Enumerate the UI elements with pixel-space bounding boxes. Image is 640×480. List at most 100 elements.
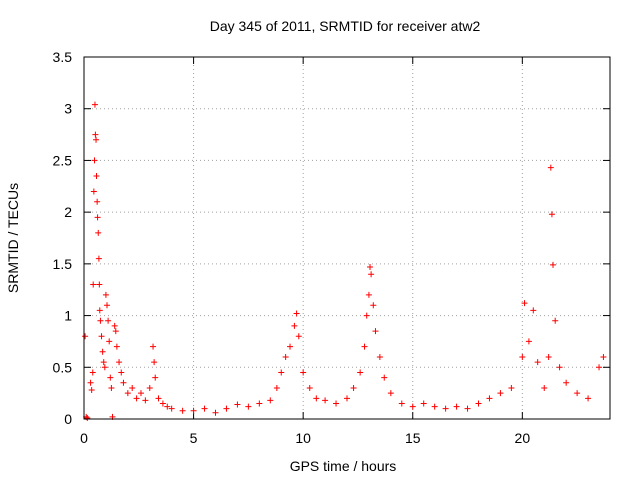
- data-point: [84, 414, 91, 421]
- data-point: [179, 407, 186, 414]
- data-point: [124, 390, 131, 397]
- data-point: [475, 400, 482, 407]
- data-point: [91, 101, 98, 108]
- data-point: [547, 164, 554, 171]
- data-point: [99, 348, 106, 355]
- data-point: [98, 333, 105, 340]
- data-point: [291, 322, 298, 329]
- y-tick-label: 3: [64, 101, 72, 117]
- data-point: [282, 353, 289, 360]
- data-point: [96, 307, 103, 314]
- x-tick-label: 0: [80, 430, 88, 446]
- data-point: [295, 333, 302, 340]
- data-point: [530, 307, 537, 314]
- data-point: [90, 281, 97, 288]
- data-point: [387, 390, 394, 397]
- data-point: [363, 312, 370, 319]
- data-point: [108, 384, 115, 391]
- data-point: [344, 395, 350, 402]
- data-point: [113, 343, 120, 350]
- data-point: [372, 328, 379, 335]
- x-axis-label: GPS time / hours: [290, 458, 397, 474]
- data-point: [95, 255, 102, 262]
- data-point: [212, 409, 219, 416]
- data-point: [146, 384, 153, 391]
- data-point: [333, 400, 340, 407]
- data-point: [278, 369, 285, 376]
- data-points: [82, 101, 607, 421]
- data-point: [120, 379, 127, 386]
- data-point: [453, 403, 460, 410]
- data-point: [300, 369, 307, 376]
- data-point: [376, 353, 383, 360]
- data-point: [550, 261, 557, 268]
- y-tick-label: 0.5: [53, 359, 73, 375]
- data-point: [600, 353, 607, 360]
- data-point: [596, 364, 603, 371]
- chart-title: Day 345 of 2011, SRMTID for receiver atw…: [210, 18, 481, 34]
- data-point: [293, 310, 300, 317]
- y-tick-label: 2: [64, 204, 72, 220]
- data-point: [534, 359, 541, 366]
- data-point: [420, 400, 427, 407]
- data-point: [111, 322, 118, 329]
- data-point: [313, 395, 320, 402]
- data-point: [497, 390, 504, 397]
- data-point: [142, 397, 149, 404]
- data-point: [273, 384, 280, 391]
- data-point: [90, 188, 97, 195]
- data-point: [94, 198, 101, 205]
- data-point: [159, 400, 166, 407]
- data-point: [168, 405, 175, 412]
- data-point: [190, 407, 197, 414]
- data-point: [368, 271, 375, 278]
- x-tick-label: 5: [190, 430, 198, 446]
- data-point: [519, 353, 526, 360]
- data-point: [97, 317, 104, 324]
- y-tick-label: 3.5: [53, 49, 73, 65]
- y-tick-label: 0: [64, 411, 72, 427]
- data-point: [563, 379, 570, 386]
- data-point: [361, 343, 368, 350]
- data-point: [350, 384, 357, 391]
- data-point: [367, 263, 374, 270]
- y-tick-label: 2.5: [53, 152, 73, 168]
- data-point: [133, 395, 140, 402]
- data-point: [91, 157, 98, 164]
- data-point: [112, 328, 119, 335]
- data-point: [150, 343, 157, 350]
- data-point: [541, 384, 548, 391]
- data-point: [245, 403, 252, 410]
- data-point: [118, 369, 125, 376]
- data-point: [431, 403, 438, 410]
- data-point: [88, 387, 95, 394]
- data-point: [556, 364, 563, 371]
- data-point: [129, 384, 136, 391]
- data-point: [552, 317, 559, 324]
- data-point: [105, 317, 112, 324]
- y-tick-label: 1.5: [53, 256, 73, 272]
- x-tick-label: 20: [515, 430, 531, 446]
- data-point: [548, 211, 555, 218]
- data-point: [151, 359, 158, 366]
- data-point: [93, 136, 100, 143]
- data-point: [223, 405, 230, 412]
- axis-ticks: 0 0.5 1 1.5 2 2.5 3 3.5 0 5 10 15 20: [53, 49, 610, 446]
- data-point: [104, 302, 111, 309]
- data-point: [95, 229, 102, 236]
- data-point: [574, 390, 581, 397]
- data-point: [155, 395, 162, 402]
- data-point: [381, 374, 388, 381]
- data-point: [398, 400, 405, 407]
- x-tick-label: 15: [405, 430, 421, 446]
- y-tick-label: 1: [64, 308, 72, 324]
- x-tick-label: 10: [295, 430, 311, 446]
- data-point: [87, 379, 94, 386]
- data-point: [93, 172, 100, 179]
- data-point: [521, 300, 528, 307]
- data-point: [106, 338, 113, 345]
- data-point: [442, 405, 449, 412]
- data-point: [525, 338, 532, 345]
- data-point: [234, 401, 241, 408]
